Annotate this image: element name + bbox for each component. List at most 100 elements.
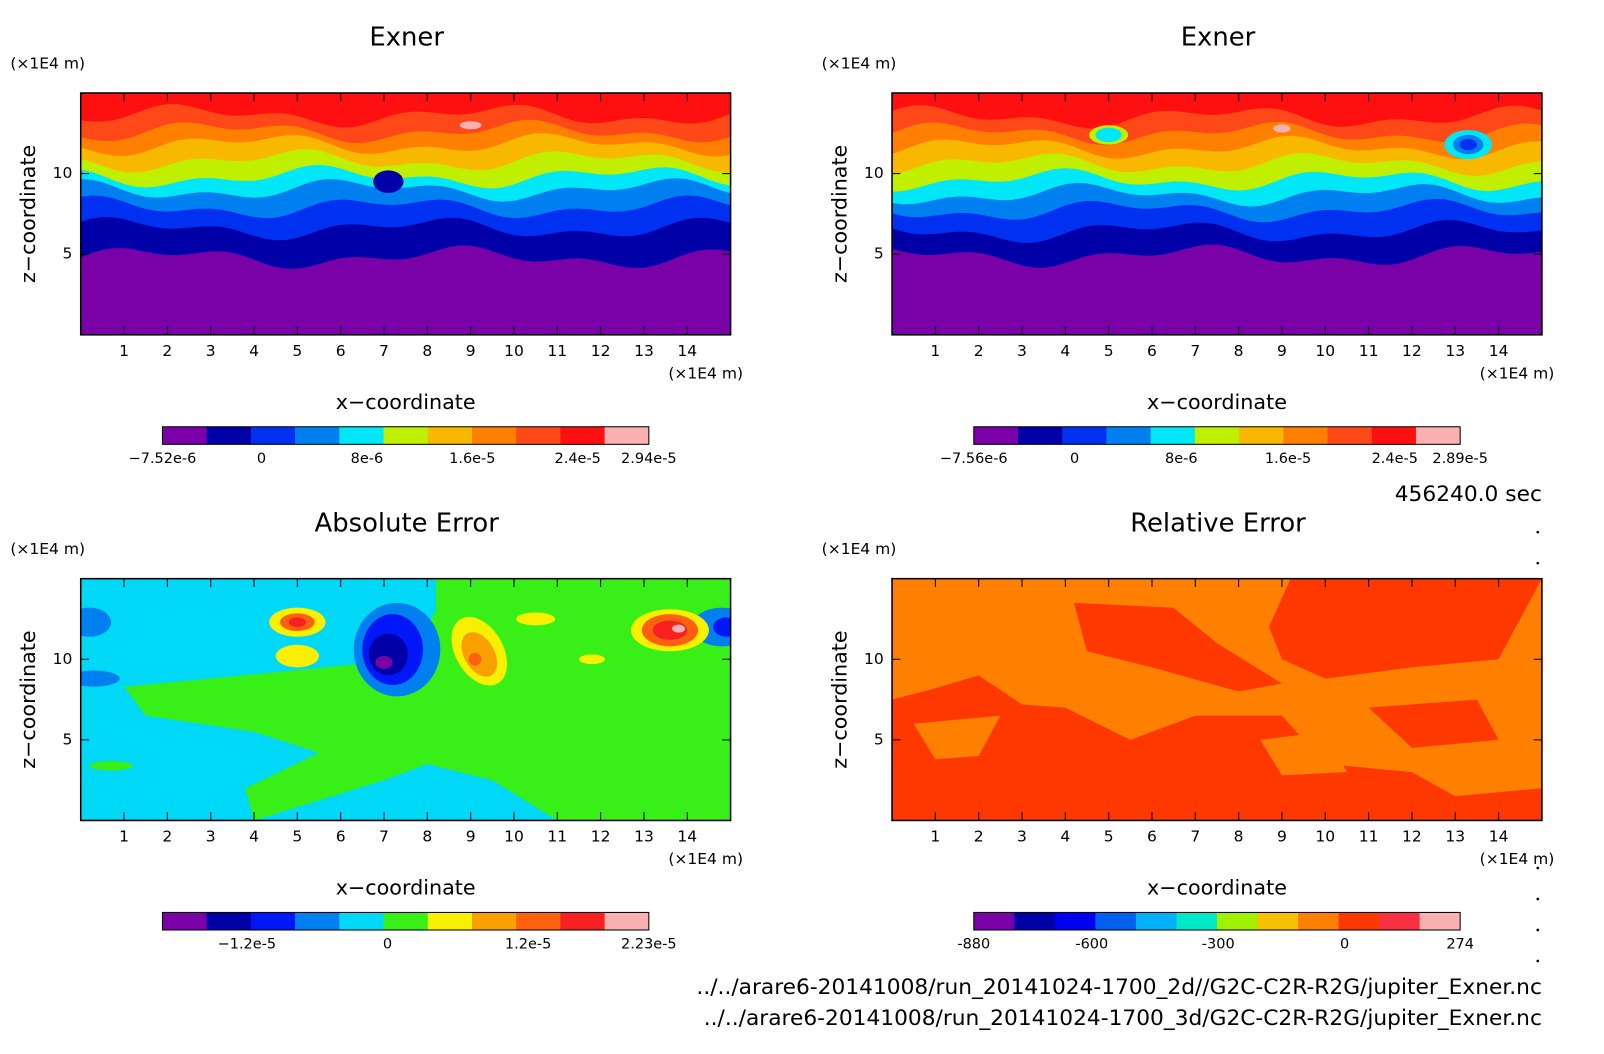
colorbar-swatch <box>1216 912 1258 930</box>
x-tick-label: 12 <box>1402 828 1422 846</box>
x-tick-label: 6 <box>1147 342 1157 360</box>
colorbar-tick-label: -880 <box>957 936 990 952</box>
panel: Relative Error (×1E4 m) (×1E4 m) x−coordina… <box>822 508 1555 952</box>
x-tick-label: 2 <box>162 342 172 360</box>
field-region <box>80 607 112 637</box>
x-unit: (×1E4 m) <box>1480 850 1555 868</box>
x-tick-label: 2 <box>974 828 984 846</box>
chart-title: Exner <box>1181 23 1256 53</box>
field-region <box>124 578 731 821</box>
x-tick-label: 9 <box>1277 342 1287 360</box>
colorbar-swatch <box>516 912 561 930</box>
field-region <box>913 715 1001 760</box>
colorbar-swatch <box>604 426 650 445</box>
chart-title: Exner <box>369 23 444 53</box>
field-region <box>1459 138 1477 151</box>
colorbar-tick-label: 0 <box>257 451 266 467</box>
y-tick-label: 5 <box>63 245 73 263</box>
x-tick-label: 6 <box>336 828 346 846</box>
field-region <box>1095 127 1122 143</box>
colorbar-swatch <box>383 912 429 930</box>
colorbar-swatch <box>1135 912 1177 930</box>
y-tick-label: 5 <box>63 730 73 748</box>
contour-field <box>80 578 731 821</box>
colorbar-swatch <box>1017 426 1063 445</box>
colorbar-swatch <box>1150 426 1196 445</box>
x-tick-label: 14 <box>677 828 697 846</box>
colorbar-frame <box>973 426 1461 445</box>
colorbar-swatch <box>1338 912 1380 930</box>
colorbar-swatch <box>560 426 605 445</box>
field-region <box>461 632 498 677</box>
colorbar-swatch <box>1095 912 1137 930</box>
panel: Exner (×1E4 m) (×1E4 m) x−coordinate z−coord… <box>822 23 1555 467</box>
colorbar-swatch <box>1176 912 1218 930</box>
x-tick-label: 13 <box>1445 828 1465 846</box>
x-tick-label: 1 <box>119 342 129 360</box>
colorbar-swatch <box>206 912 252 930</box>
x-tick-label: 12 <box>591 828 611 846</box>
x-tick-label: 5 <box>292 342 302 360</box>
plot-frame <box>79 577 732 822</box>
x-tick-label: 11 <box>547 828 567 846</box>
field-region <box>373 170 404 193</box>
y-tick-label: 10 <box>864 164 884 182</box>
x-tick-label: 1 <box>930 342 940 360</box>
stray-dots <box>1536 530 1540 963</box>
plot-frame <box>79 92 732 336</box>
y-axis-label: z−coordinate <box>827 145 851 283</box>
time-label: 456240.0 sec <box>1395 482 1542 507</box>
y-tick-label: 5 <box>874 730 884 748</box>
colorbar-frame <box>973 911 1461 931</box>
colorbar-swatch <box>339 426 384 445</box>
x-tick-label: 11 <box>1359 342 1379 360</box>
colorbar-swatch <box>427 912 473 930</box>
y-unit: (×1E4 m) <box>822 540 897 558</box>
x-tick-label: 5 <box>1104 828 1114 846</box>
x-tick-label: 10 <box>1315 828 1335 846</box>
colorbar-tick-label: 2.4e-5 <box>1372 451 1418 467</box>
colorbar-swatch <box>560 912 605 930</box>
colorbar-tick-label: -600 <box>1075 936 1108 952</box>
x-tick-label: 8 <box>422 828 432 846</box>
chart-title: Absolute Error <box>315 508 500 538</box>
x-tick-label: 12 <box>1402 342 1422 360</box>
x-axis-label: x−coordinate <box>1147 390 1287 414</box>
colorbar-swatch <box>604 912 650 930</box>
file-path: ../../arare6-20141008/run_20141024-1700_… <box>704 1006 1542 1031</box>
x-tick-label: 5 <box>292 828 302 846</box>
x-tick-label: 13 <box>634 342 654 360</box>
colorbar-swatch <box>471 426 517 445</box>
x-tick-label: 10 <box>504 828 524 846</box>
x-tick-label: 11 <box>547 342 567 360</box>
colorbar-swatch <box>471 912 517 930</box>
x-tick-label: 10 <box>1315 342 1335 360</box>
x-unit: (×1E4 m) <box>1480 365 1555 383</box>
field-region <box>713 617 731 637</box>
colorbar-swatch <box>339 912 384 930</box>
field-region <box>288 617 307 628</box>
colorbar-swatch <box>1283 426 1328 445</box>
x-tick-label: 9 <box>1277 828 1287 846</box>
colorbar-tick-label: −7.56e-6 <box>940 451 1008 467</box>
field-region <box>80 245 731 335</box>
colorbar-swatch <box>1379 912 1420 930</box>
colorbar-swatch <box>1062 426 1107 445</box>
x-tick-label: 13 <box>1445 342 1465 360</box>
x-tick-label: 9 <box>466 342 476 360</box>
field-region <box>459 121 482 130</box>
field-region <box>468 652 482 666</box>
field-region <box>1260 731 1347 776</box>
x-tick-label: 2 <box>974 342 984 360</box>
x-tick-label: 2 <box>162 828 172 846</box>
colorbar-swatch <box>1106 426 1151 445</box>
x-tick-label: 4 <box>1060 828 1070 846</box>
y-tick-label: 10 <box>53 164 73 182</box>
colorbar-swatch <box>1239 426 1284 445</box>
colorbar-swatch <box>250 912 296 930</box>
colorbar-tick-label: -300 <box>1202 936 1235 952</box>
x-axis-label: x−coordinate <box>336 390 476 414</box>
y-axis-label: z−coordinate <box>16 630 40 768</box>
x-tick-label: 1 <box>119 828 129 846</box>
